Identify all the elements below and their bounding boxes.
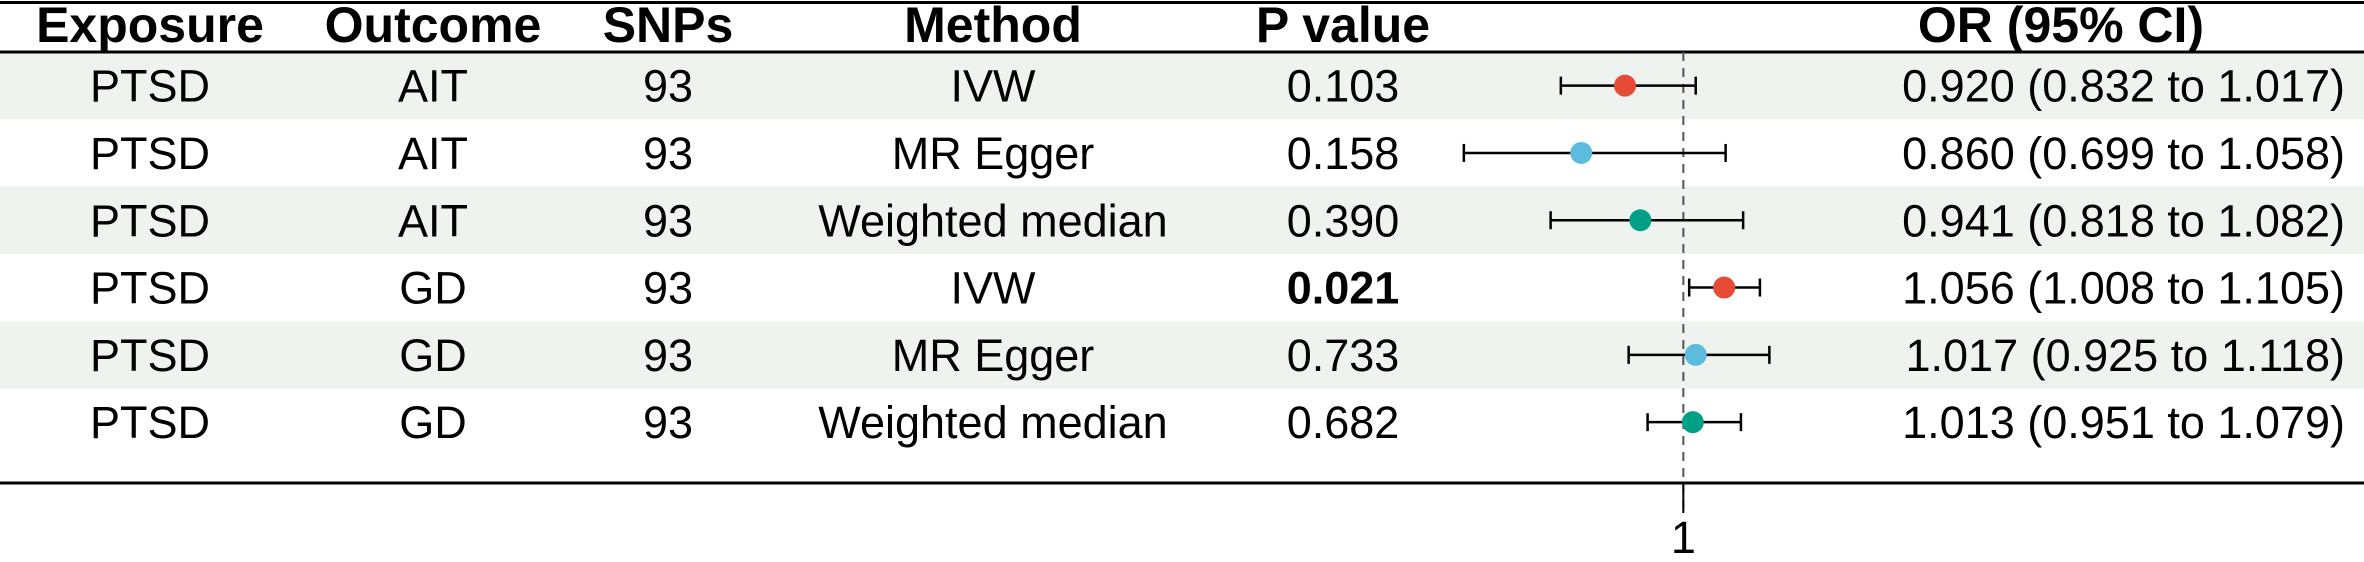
cell-snps: 93 <box>643 195 693 246</box>
point-estimate <box>1614 74 1636 97</box>
cell-outcome: AIT <box>398 128 468 179</box>
cell-exposure: PTSD <box>90 397 210 448</box>
point-estimate <box>1570 141 1593 164</box>
cell-snps: 93 <box>643 397 693 448</box>
table-row: PTSD AIT 93 Weighted median 0.390 0.941 (0.81… <box>90 195 2345 246</box>
row-stripe <box>0 321 2364 389</box>
row-stripe <box>0 186 2364 254</box>
point-estimate <box>1684 343 1707 366</box>
cell-pvalue: 0.158 <box>1287 128 1400 179</box>
header-snps: SNPs <box>603 0 734 53</box>
header-outcome: Outcome <box>325 0 542 53</box>
row-stripe <box>0 52 2364 120</box>
header-or: OR (95% CI) <box>1918 0 2204 53</box>
cell-pvalue: 0.103 <box>1287 61 1400 112</box>
cell-exposure: PTSD <box>90 263 210 314</box>
point-estimate <box>1713 276 1736 299</box>
cell-pvalue: 0.682 <box>1287 397 1400 448</box>
cell-snps: 93 <box>643 263 693 314</box>
header-method: Method <box>904 0 1082 53</box>
cell-method: Weighted median <box>818 397 1167 448</box>
point-estimate <box>1681 411 1704 434</box>
cell-outcome: GD <box>399 263 467 314</box>
forest-plot: 1 <box>1462 52 1771 562</box>
cell-or-ci: 1.056 (1.008 to 1.105) <box>1902 263 2345 314</box>
cell-pvalue: 0.390 <box>1287 195 1400 246</box>
cell-outcome: AIT <box>398 61 468 112</box>
cell-method: MR Egger <box>892 128 1095 179</box>
table-row: PTSD GD 93 MR Egger 0.733 1.017 (0.925 to 1.1… <box>90 330 2345 381</box>
table-row: PTSD GD 93 Weighted median 0.682 1.013 (0.951… <box>90 397 2345 448</box>
table-row: PTSD AIT 93 MR Egger 0.158 0.860 (0.699 to 1.… <box>90 128 2345 179</box>
cell-method: MR Egger <box>892 330 1095 381</box>
cell-exposure: PTSD <box>90 128 210 179</box>
cell-or-ci: 0.920 (0.832 to 1.017) <box>1902 61 2345 112</box>
cell-outcome: GD <box>399 330 467 381</box>
cell-or-ci: 1.013 (0.951 to 1.079) <box>1902 397 2345 448</box>
header-exposure: Exposure <box>36 0 264 53</box>
cell-method: Weighted median <box>818 195 1167 246</box>
cell-method: IVW <box>951 61 1037 112</box>
cell-exposure: PTSD <box>90 330 210 381</box>
cell-pvalue: 0.021 <box>1287 263 1400 314</box>
cell-outcome: GD <box>399 397 467 448</box>
header-pvalue: P value <box>1256 0 1430 53</box>
cell-snps: 93 <box>643 330 693 381</box>
table-row: PTSD AIT 93 IVW 0.103 0.920 (0.832 to 1.017) <box>90 61 2345 112</box>
cell-or-ci: 1.017 (0.925 to 1.118) <box>1906 330 2346 381</box>
x-tick-label: 1 <box>1671 512 1696 562</box>
table-header: Exposure Outcome SNPs Method P value OR … <box>36 0 2204 53</box>
row-stripes <box>0 52 2364 389</box>
point-estimate <box>1629 209 1652 232</box>
cell-or-ci: 0.860 (0.699 to 1.058) <box>1902 128 2345 179</box>
ci-marks <box>1462 74 1771 434</box>
cell-exposure: PTSD <box>90 195 210 246</box>
cell-method: IVW <box>951 263 1037 314</box>
table-row: PTSD GD 93 IVW 0.021 1.056 (1.008 to 1.105) <box>90 263 2345 314</box>
cell-or-ci: 0.941 (0.818 to 1.082) <box>1902 195 2345 246</box>
table-body: PTSD AIT 93 IVW 0.103 0.920 (0.832 to 1.017)P… <box>90 61 2345 448</box>
cell-snps: 93 <box>643 128 693 179</box>
cell-snps: 93 <box>643 61 693 112</box>
cell-exposure: PTSD <box>90 61 210 112</box>
cell-pvalue: 0.733 <box>1287 330 1400 381</box>
cell-outcome: AIT <box>398 195 468 246</box>
